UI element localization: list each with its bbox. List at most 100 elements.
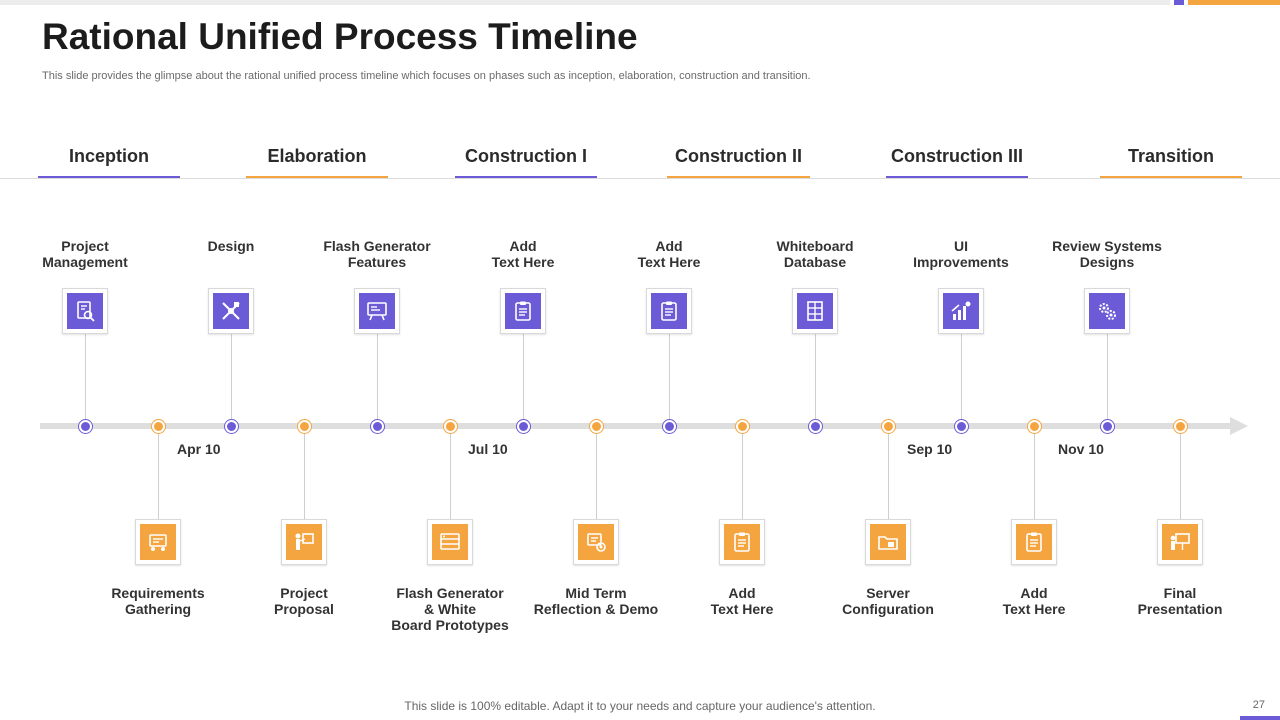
milestone-label-line: Configuration bbox=[842, 601, 934, 617]
gears-icon bbox=[1089, 293, 1125, 329]
page-number: 27 bbox=[1252, 699, 1265, 711]
milestone-label: Requirements Gathering bbox=[83, 585, 233, 617]
milestone-label-line: Requirements bbox=[111, 585, 205, 601]
document-search-icon bbox=[67, 293, 103, 329]
phase-construction-ii: Construction II bbox=[667, 146, 810, 178]
timeline-arrow-head bbox=[1230, 417, 1248, 435]
milestone-icon-box bbox=[719, 519, 765, 565]
phase-underline bbox=[667, 176, 810, 178]
milestone-connector bbox=[668, 334, 670, 426]
milestone-icon-box bbox=[573, 519, 619, 565]
milestone-icon-box bbox=[427, 519, 473, 565]
demo-screen-icon bbox=[578, 524, 614, 560]
milestone-label-line: Reflection & Demo bbox=[533, 601, 659, 617]
milestone-label-line: & White bbox=[423, 601, 477, 617]
milestone-label-line: Flash Generator bbox=[323, 238, 431, 254]
milestone-label-line: Database bbox=[783, 254, 847, 270]
milestone-label-line: Add bbox=[655, 238, 683, 254]
milestone-label: Project Management bbox=[10, 238, 160, 270]
clipboard-icon bbox=[1016, 524, 1052, 560]
timeline-dot bbox=[151, 419, 165, 433]
milestone-label-line: Text Here bbox=[491, 254, 555, 270]
milestone-label: Flash Generator & White Board Prototypes bbox=[375, 585, 525, 633]
phase-underline bbox=[886, 176, 1028, 178]
milestone-label-line: Mid Term bbox=[565, 585, 627, 601]
milestone-label-line: Flash Generator bbox=[396, 585, 504, 601]
milestone-label-line: Design bbox=[207, 238, 255, 254]
timeline-axis bbox=[40, 423, 1234, 429]
milestone-label: Final Presentation bbox=[1105, 585, 1255, 617]
database-icon bbox=[797, 293, 833, 329]
phase-construction-i: Construction I bbox=[455, 146, 597, 178]
presenter-icon bbox=[286, 524, 322, 560]
timeline-dot bbox=[662, 419, 676, 433]
milestone-label-line: Features bbox=[347, 254, 407, 270]
timeline-dot bbox=[808, 419, 822, 433]
milestone-connector bbox=[1179, 426, 1181, 519]
milestone-connector bbox=[303, 426, 305, 519]
timeline-dot bbox=[954, 419, 968, 433]
growth-chart-icon bbox=[943, 293, 979, 329]
phase-underline bbox=[246, 176, 388, 178]
timeline-dot bbox=[443, 419, 457, 433]
milestone-icon-box bbox=[646, 288, 692, 334]
milestone-label-line: Text Here bbox=[637, 254, 701, 270]
milestone-connector bbox=[814, 334, 816, 426]
top-accent-orange bbox=[1188, 0, 1280, 5]
milestone-label-line: Add bbox=[728, 585, 756, 601]
milestone-label: Add Text Here bbox=[959, 585, 1109, 617]
milestone-icon-box bbox=[62, 288, 108, 334]
phase-elaboration: Elaboration bbox=[246, 146, 388, 178]
milestone-label-line: Project bbox=[280, 585, 328, 601]
milestone-icon-box bbox=[354, 288, 400, 334]
milestone-icon-box bbox=[1011, 519, 1057, 565]
milestone-label: Mid Term Reflection & Demo bbox=[521, 585, 671, 617]
milestone-connector bbox=[376, 334, 378, 426]
timeline-dot bbox=[735, 419, 749, 433]
milestone-label-line: Project bbox=[61, 238, 109, 254]
milestone-label: Add Text Here bbox=[667, 585, 817, 617]
footer-note: This slide is 100% editable. Adapt it to… bbox=[404, 699, 876, 713]
milestone-icon-box bbox=[938, 288, 984, 334]
timeline-dot bbox=[224, 419, 238, 433]
timeline-dot bbox=[1173, 419, 1187, 433]
timeline-date: Apr 10 bbox=[177, 441, 221, 457]
timeline-dot bbox=[78, 419, 92, 433]
phase-label: Construction III bbox=[891, 146, 1023, 166]
timeline-dot bbox=[370, 419, 384, 433]
phase-label: Construction I bbox=[465, 146, 587, 166]
timeline-date: Jul 10 bbox=[468, 441, 508, 457]
milestone-connector bbox=[230, 334, 232, 426]
phase-divider bbox=[0, 178, 1280, 179]
milestone-label-line: Management bbox=[42, 254, 128, 270]
timeline-dot bbox=[516, 419, 530, 433]
timeline-dot bbox=[881, 419, 895, 433]
milestone-icon-box bbox=[135, 519, 181, 565]
milestone-label: Add Text Here bbox=[594, 238, 744, 270]
milestone-label: Design bbox=[156, 238, 306, 254]
milestone-label: Project Proposal bbox=[229, 585, 379, 617]
milestone-label: Flash Generator Features bbox=[302, 238, 452, 270]
slide-subtitle: This slide provides the glimpse about th… bbox=[42, 70, 811, 82]
milestone-connector bbox=[84, 334, 86, 426]
slide-title: Rational Unified Process Timeline bbox=[42, 16, 638, 57]
top-accent-line bbox=[0, 0, 1170, 5]
milestone-label: Server Configuration bbox=[813, 585, 963, 617]
milestone-label-line: Gathering bbox=[124, 601, 192, 617]
milestone-connector bbox=[960, 334, 962, 426]
milestone-label: Add Text Here bbox=[448, 238, 598, 270]
timeline-dot bbox=[1027, 419, 1041, 433]
timeline-date: Nov 10 bbox=[1058, 441, 1104, 457]
milestone-label-line: Add bbox=[1020, 585, 1048, 601]
milestone-label-line: Board Prototypes bbox=[391, 617, 509, 633]
page-number-accent bbox=[1240, 716, 1280, 720]
milestone-label: Review Systems Designs bbox=[1032, 238, 1182, 270]
milestone-icon-box bbox=[1084, 288, 1130, 334]
milestone-label-line: Text Here bbox=[1002, 601, 1066, 617]
milestone-icon-box bbox=[500, 288, 546, 334]
phase-underline bbox=[38, 176, 180, 178]
milestone-label: Whiteboard Database bbox=[740, 238, 890, 270]
milestone-connector bbox=[1033, 426, 1035, 519]
milestone-connector bbox=[595, 426, 597, 519]
server-folder-icon bbox=[870, 524, 906, 560]
